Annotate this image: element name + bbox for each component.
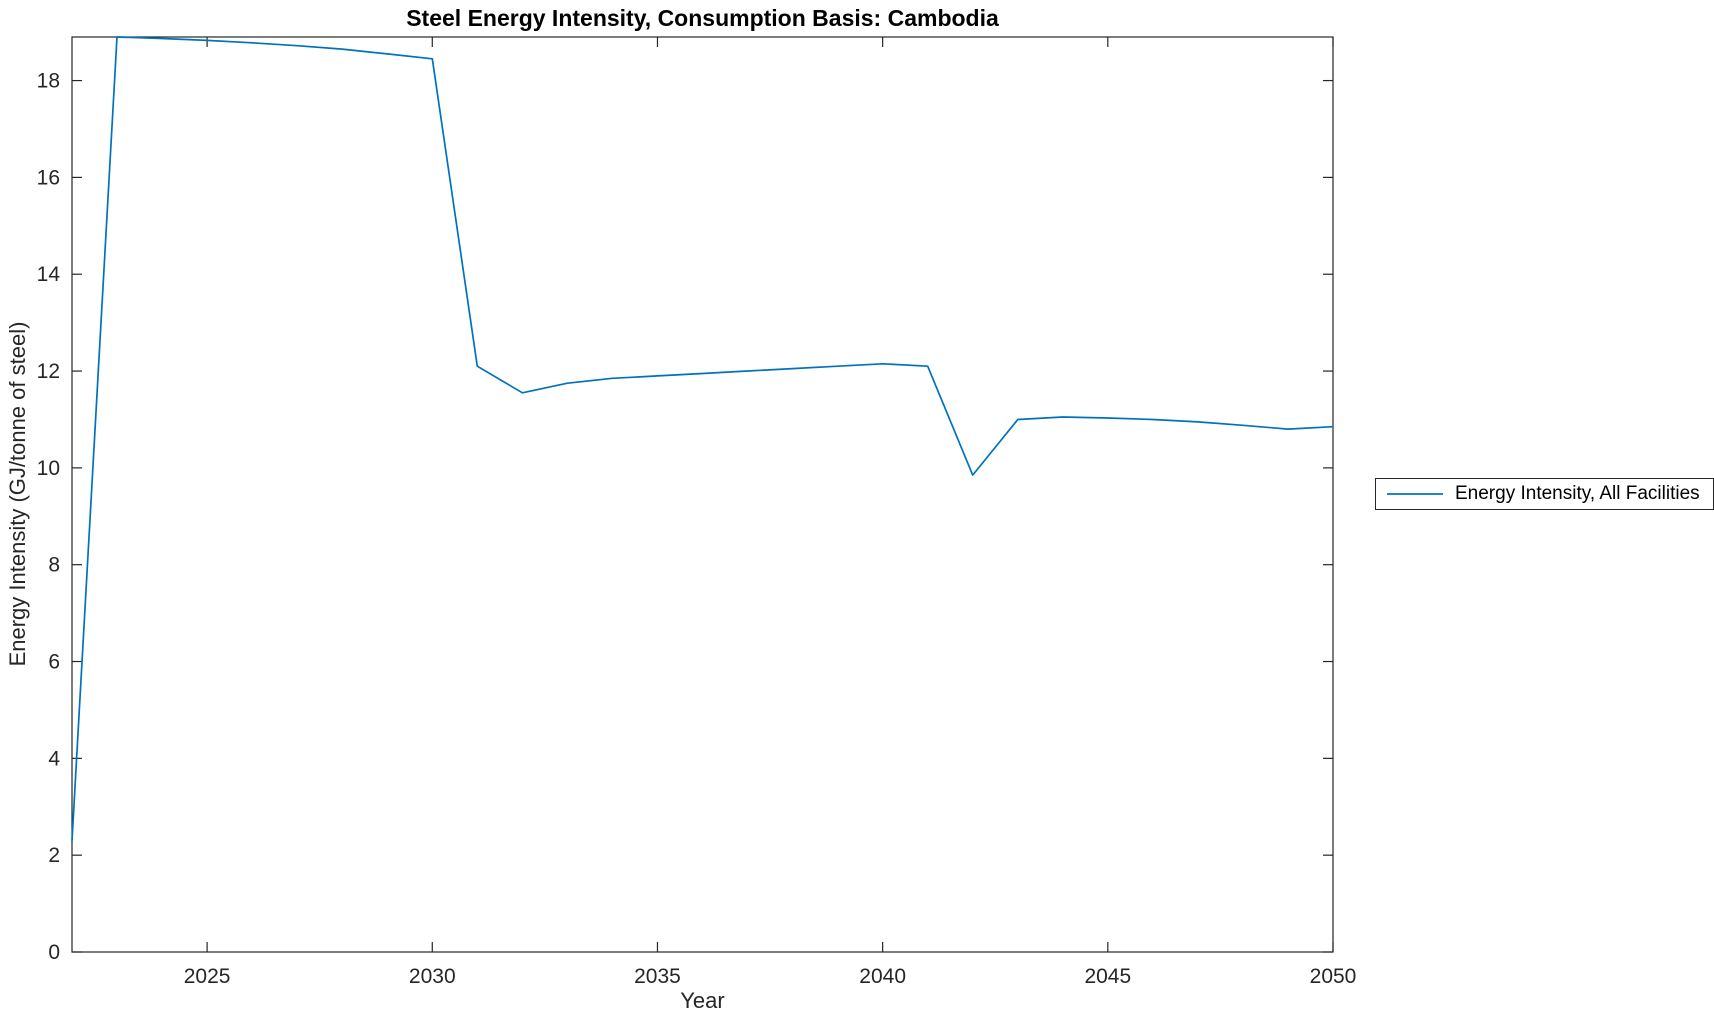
x-tick-label: 2040 (859, 965, 906, 988)
y-tick-label: 10 (37, 457, 60, 480)
y-tick-label: 12 (37, 360, 60, 383)
legend-line-sample-icon (1387, 493, 1443, 495)
y-tick-label: 4 (48, 747, 60, 770)
y-tick-label: 0 (48, 941, 60, 964)
axes-box (71, 36, 1334, 953)
x-tick-label: 2025 (184, 965, 231, 988)
x-tick-label: 2035 (634, 965, 681, 988)
x-tick-label: 2050 (1310, 965, 1357, 988)
y-tick-label: 16 (37, 166, 60, 189)
x-tick-label: 2030 (409, 965, 456, 988)
x-tick-label: 2045 (1084, 965, 1131, 988)
y-tick-label: 6 (48, 651, 60, 674)
series-line-energy-intensity (71, 36, 1334, 842)
chart-title: Steel Energy Intensity, Consumption Basi… (406, 5, 999, 31)
legend[interactable]: Energy Intensity, All Facilities (1375, 478, 1714, 510)
y-tick-label: 8 (48, 554, 60, 577)
y-tick-label: 18 (37, 70, 60, 93)
y-tick-label: 2 (48, 844, 60, 867)
y-tick-label: 14 (37, 263, 61, 286)
x-axis-label: Year (680, 988, 725, 1013)
legend-entry-label: Energy Intensity, All Facilities (1455, 483, 1700, 504)
